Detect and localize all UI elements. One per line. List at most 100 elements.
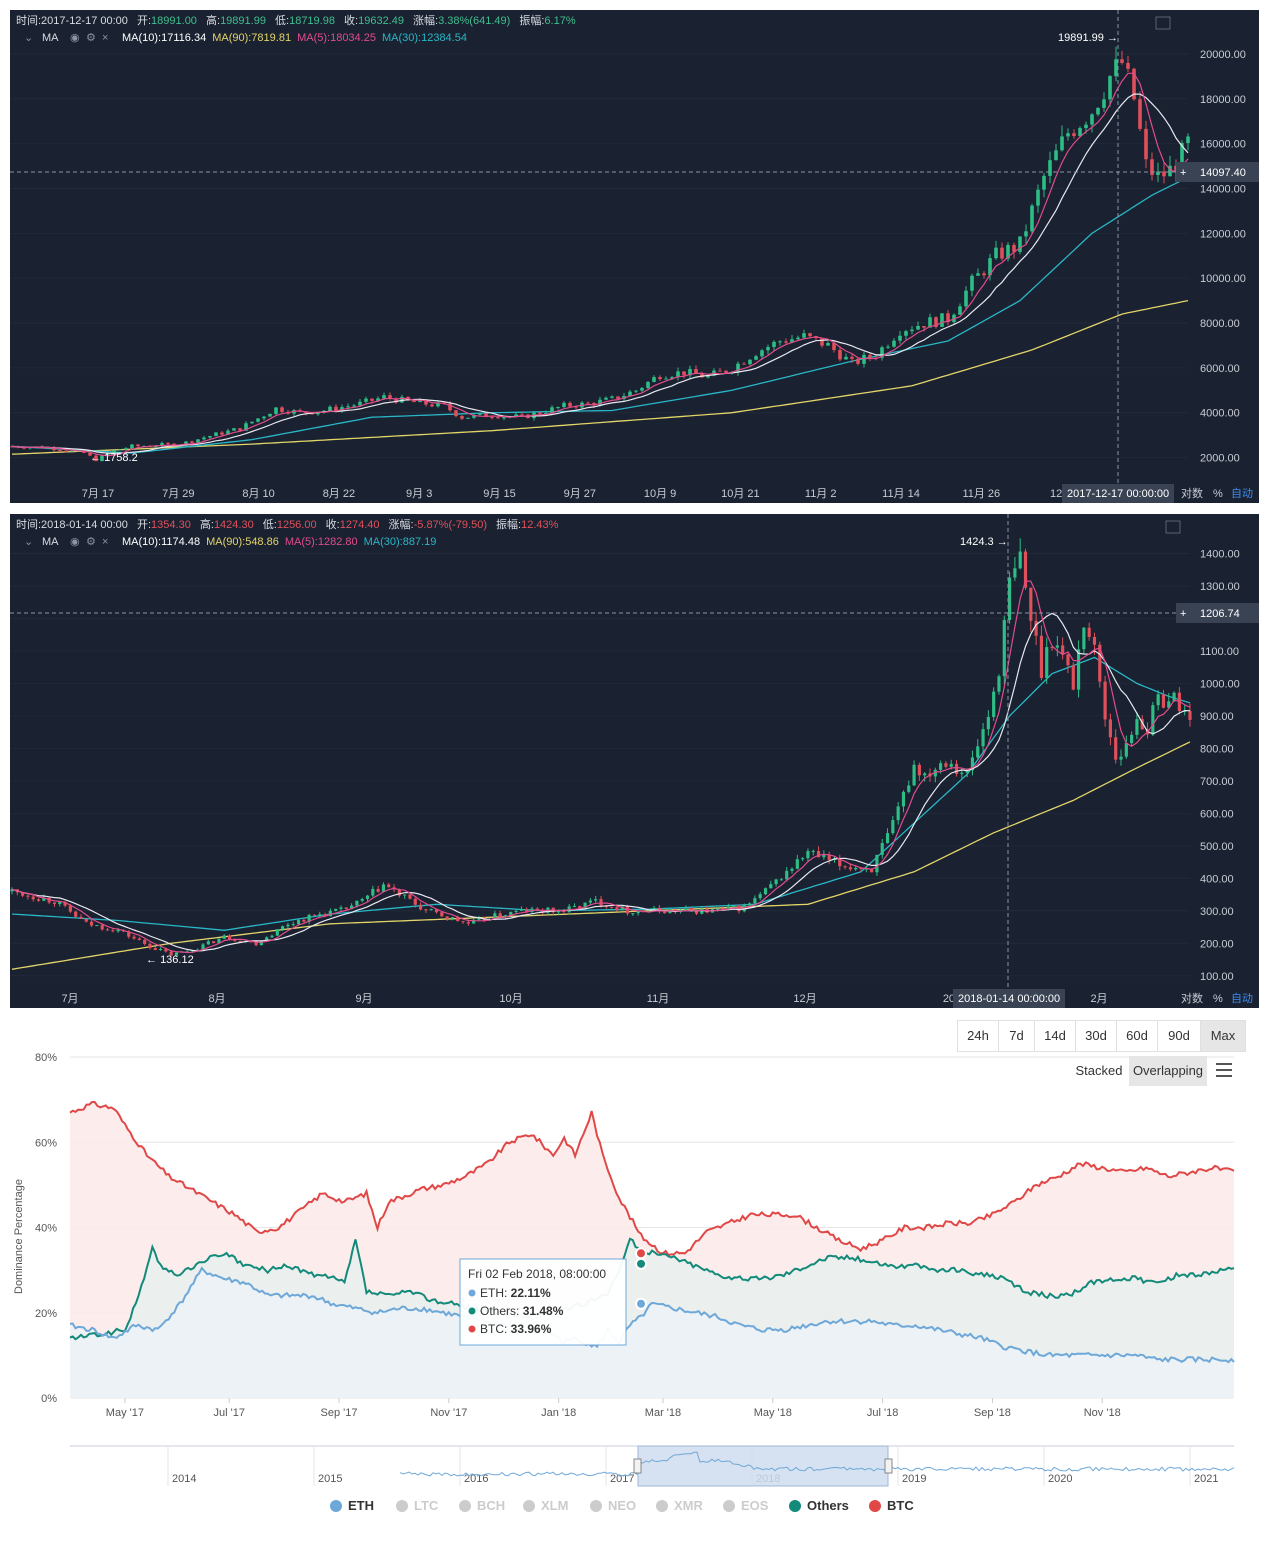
candle-body	[450, 917, 455, 919]
btc-chart-svg[interactable]: 时间:2017-12-17 00:00 开:18991.00 高:19891.9…	[10, 10, 1259, 503]
candle-body	[265, 937, 269, 942]
range-button-24h[interactable]: 24h	[957, 1020, 999, 1052]
y-tick-label: 60%	[35, 1137, 57, 1149]
legend-dot-icon	[523, 1499, 535, 1512]
range-button-Max[interactable]: Max	[1200, 1020, 1246, 1052]
range-button-90d[interactable]: 90d	[1157, 1020, 1201, 1052]
candle-body	[323, 914, 327, 917]
eye-icon[interactable]: ◉	[70, 32, 80, 44]
crosshair-plus-icon: +	[1180, 167, 1186, 179]
candle-body	[778, 341, 782, 343]
hover-marker	[635, 1257, 648, 1270]
legend-item-xlm[interactable]: XLM	[523, 1498, 568, 1513]
stacked-mode-button[interactable]: Stacked	[1074, 1056, 1124, 1086]
log-toggle[interactable]: 对数	[1181, 486, 1203, 500]
candle-body	[658, 377, 662, 380]
percent-toggle[interactable]: %	[1213, 993, 1223, 1005]
candle-body	[904, 331, 908, 336]
candle-body	[460, 416, 464, 419]
close-icon[interactable]: ×	[102, 32, 108, 44]
range-button-60d[interactable]: 60d	[1116, 1020, 1158, 1052]
collapse-icon[interactable]: ⌄	[24, 536, 33, 548]
legend-dot-icon	[869, 1499, 881, 1512]
legend-item-neo[interactable]: NEO	[590, 1498, 636, 1513]
btc-chart-panel[interactable]: 时间:2017-12-17 00:00 开:18991.00 高:19891.9…	[10, 10, 1259, 503]
candle-body	[346, 406, 350, 408]
hover-marker	[635, 1297, 648, 1310]
eye-icon[interactable]: ◉	[70, 536, 80, 548]
candle-body	[208, 436, 212, 438]
range-button-30d[interactable]: 30d	[1075, 1020, 1117, 1052]
range-button-14d[interactable]: 14d	[1034, 1020, 1076, 1052]
candle-body	[403, 894, 407, 896]
dominance-svg[interactable]: 80% 60% 40% 20% 0% May '17 Jul '17 Sep '17 Nov …	[0, 1014, 1269, 1494]
legend-item-bch[interactable]: BCH	[459, 1498, 505, 1513]
settings-icon[interactable]: ⚙	[86, 536, 96, 548]
candle-body	[1103, 681, 1107, 720]
overlapping-mode-button[interactable]: Overlapping	[1129, 1056, 1207, 1086]
menu-icon[interactable]	[1216, 1063, 1232, 1077]
series-lines	[69, 1101, 1235, 1364]
candle-body	[63, 902, 67, 906]
candle-body	[1039, 635, 1044, 678]
candle-body	[832, 342, 836, 350]
candle-body	[538, 412, 542, 414]
candle-body	[1114, 59, 1118, 77]
legend-item-ltc[interactable]: LTC	[396, 1498, 438, 1513]
candle-body	[1092, 636, 1097, 645]
candle-body	[806, 851, 810, 859]
ma5-line	[11, 72, 1189, 457]
navigator-series	[399, 1451, 1235, 1477]
legend-item-eos[interactable]: EOS	[723, 1498, 768, 1513]
collapse-icon[interactable]: ⌄	[24, 32, 33, 44]
legend-item-btc[interactable]: BTC	[869, 1498, 914, 1513]
x-tick-label: 7月 17	[82, 488, 114, 500]
y-tick-label: 20%	[35, 1308, 57, 1320]
legend-item-others[interactable]: Others	[789, 1498, 849, 1513]
legend-label: ETH	[348, 1498, 374, 1513]
candle-body	[388, 395, 392, 399]
percent-toggle[interactable]: %	[1213, 488, 1223, 500]
navigator-handle-right	[884, 1458, 893, 1474]
navigator[interactable]: 20142015201620172018201920202021	[70, 1445, 1235, 1487]
y-tick-label: 100.00	[1200, 971, 1234, 983]
y-tick-label: 500.00	[1200, 841, 1234, 853]
y-tick-label: 700.00	[1200, 776, 1234, 788]
legend-item-xmr[interactable]: XMR	[656, 1498, 703, 1513]
info-row: 时间:2018-01-14 00:00 开:1354.30 高:1424.30 …	[16, 517, 559, 531]
candle-body	[318, 914, 322, 916]
candle-body	[461, 921, 465, 923]
candle-body	[281, 926, 285, 930]
auto-toggle[interactable]: 自动	[1231, 992, 1253, 1005]
candle-body	[52, 447, 56, 451]
legend-label: XLM	[541, 1498, 569, 1513]
info-row: 时间:2017-12-17 00:00 开:18991.00 高:19891.9…	[16, 13, 576, 27]
tooltip-row: ETH: 22.11%	[480, 1286, 551, 1300]
candle-body	[445, 916, 449, 919]
settings-icon[interactable]: ⚙	[86, 32, 96, 44]
auto-toggle[interactable]: 自动	[1231, 487, 1253, 500]
candle-body	[610, 396, 614, 398]
candle-body	[886, 346, 890, 348]
fullscreen-icon[interactable]	[1155, 16, 1171, 30]
eth-chart-panel[interactable]: 时间:2018-01-14 00:00 开:1354.30 高:1424.30 …	[10, 514, 1259, 1008]
eth-chart-svg[interactable]: 时间:2018-01-14 00:00 开:1354.30 高:1424.30 …	[10, 514, 1259, 1008]
candle-body	[994, 247, 998, 259]
ma90-line	[11, 741, 1191, 970]
candle-body	[466, 922, 470, 924]
candle-body	[965, 770, 969, 773]
candle-body	[928, 317, 932, 328]
candle-body	[130, 444, 134, 449]
log-toggle[interactable]: 对数	[1181, 991, 1203, 1005]
legend-item-eth[interactable]: ETH	[330, 1498, 374, 1513]
close-icon[interactable]: ×	[102, 536, 108, 548]
candle-body	[1167, 701, 1171, 708]
min-marker: ← 1758.2	[90, 452, 138, 464]
candle-body	[143, 940, 147, 944]
legend-dot-icon	[590, 1499, 602, 1512]
x-tick-label: 8月 10	[242, 488, 274, 500]
fullscreen-icon[interactable]	[1165, 520, 1181, 534]
candle-body	[424, 909, 428, 911]
range-button-7d[interactable]: 7d	[998, 1020, 1035, 1052]
ma10-line	[11, 612, 1191, 952]
